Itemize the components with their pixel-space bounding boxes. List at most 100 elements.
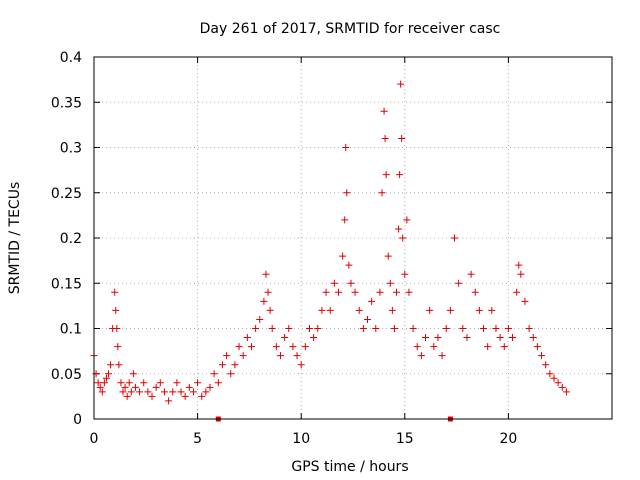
data-point [492, 325, 500, 332]
data-point [181, 392, 189, 400]
data-point [156, 379, 164, 387]
y-tick-label: 0.05 [51, 367, 82, 383]
data-point [152, 383, 160, 391]
data-point [256, 315, 264, 323]
y-tick-label: 0.25 [51, 186, 82, 202]
data-point [395, 225, 403, 233]
data-point [100, 379, 108, 387]
data-point [386, 279, 394, 287]
data-point [351, 288, 359, 296]
data-point [289, 343, 297, 351]
data-point [111, 288, 119, 296]
data-point [189, 388, 197, 396]
data-point [521, 297, 529, 305]
data-point [206, 383, 214, 391]
data-point [542, 361, 550, 369]
data-point [372, 325, 380, 332]
data-point [396, 171, 404, 179]
data-point [397, 80, 405, 88]
data-point [314, 325, 322, 332]
data-point [467, 270, 475, 278]
data-point [554, 379, 562, 387]
data-point [388, 306, 396, 314]
x-tick-label: 5 [193, 431, 202, 447]
data-point [127, 388, 135, 396]
data-point [264, 288, 272, 296]
data-point [140, 379, 148, 387]
data-point [214, 379, 222, 387]
data-point [334, 288, 342, 296]
y-tick-label: 0.15 [51, 276, 82, 292]
data-point [223, 352, 231, 360]
x-tick-label: 20 [499, 431, 517, 447]
data-point [430, 343, 438, 351]
grid [94, 57, 612, 419]
data-point [515, 261, 523, 269]
data-point [339, 252, 347, 260]
y-tick-label: 0.4 [60, 50, 82, 66]
data-point [94, 379, 102, 387]
data-point [262, 270, 270, 278]
data-point [529, 334, 537, 342]
data-point [105, 370, 113, 378]
data-point [484, 343, 492, 351]
y-tick-label: 0 [73, 412, 82, 428]
data-point [112, 306, 120, 314]
data-point [345, 261, 353, 269]
data-point [480, 325, 488, 332]
data-point [285, 325, 293, 332]
data-point [119, 388, 127, 396]
data-point [102, 374, 110, 382]
chart-title: Day 261 of 2017, SRMTID for receiver cas… [200, 21, 501, 37]
data-points [90, 80, 570, 405]
data-point [426, 306, 434, 314]
data-point [301, 343, 309, 351]
x-axis-label: GPS time / hours [291, 459, 408, 475]
data-point [169, 388, 177, 396]
data-point [504, 325, 512, 332]
data-point [281, 334, 289, 342]
data-point [177, 388, 185, 396]
data-point [359, 325, 367, 332]
data-point [517, 270, 525, 278]
data-point [378, 189, 386, 197]
data-point [96, 383, 104, 391]
data-point [393, 288, 401, 296]
data-point [202, 388, 210, 396]
data-point [330, 279, 338, 287]
axis-ticks: 0 0.05 0.1 0.15 0.2 0.25 0.3 0.35 0.4 0 5 10 15 20 [51, 50, 612, 447]
data-point [160, 388, 168, 396]
data-point [538, 352, 546, 360]
data-point [376, 288, 384, 296]
data-point [198, 392, 206, 400]
x-tick-label: 0 [90, 431, 99, 447]
data-point [235, 343, 243, 351]
data-point [463, 334, 471, 342]
data-point [488, 306, 496, 314]
data-point [471, 288, 479, 296]
data-point [546, 370, 554, 378]
data-point [390, 325, 398, 332]
data-point [409, 325, 417, 332]
data-point [247, 343, 255, 351]
y-tick-label: 0.3 [60, 141, 82, 157]
data-point [218, 361, 226, 369]
data-point [276, 352, 284, 360]
data-point [399, 234, 407, 242]
data-point [243, 334, 251, 342]
data-point [513, 288, 521, 296]
data-point [107, 361, 115, 369]
data-point [380, 107, 388, 115]
y-tick-label: 0.35 [51, 95, 82, 111]
data-point [434, 334, 442, 342]
data-point [268, 325, 276, 332]
data-point [459, 325, 467, 332]
data-point [185, 383, 193, 391]
data-point [442, 325, 450, 332]
data-point [266, 306, 274, 314]
data-point [260, 297, 268, 305]
data-point [438, 352, 446, 360]
data-point [368, 297, 376, 305]
data-point [117, 379, 125, 387]
